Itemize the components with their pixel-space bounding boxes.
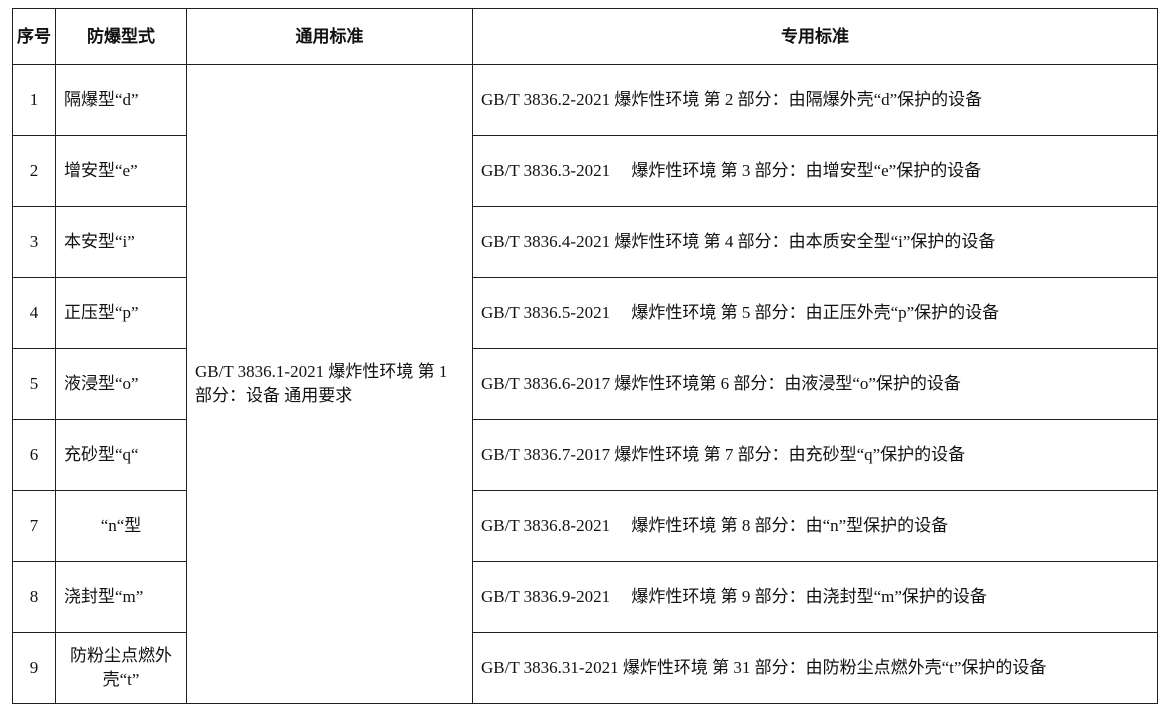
protection-type: “n“型 [55,490,187,562]
header-no: 序号 [12,8,56,65]
special-standard: GB/T 3836.5-2021 爆炸性环境 第 5 部分：由正压外壳“p”保护… [472,277,1158,349]
row-number: 9 [12,632,56,704]
table-row: 1 隔爆型“d” GB/T 3836.1-2021 爆炸性环境 第 1 部分：设备 … [12,64,1158,704]
special-standard: GB/T 3836.4-2021 爆炸性环境 第 4 部分：由本质安全型“i”保… [472,206,1158,278]
explosion-proof-standards-table: 序号 防爆型式 通用标准 专用标准 1 隔爆型“d” GB/T 3836.1-202… [12,8,1158,704]
special-standard: GB/T 3836.31-2021 爆炸性环境 第 31 部分：由防粉尘点燃外壳… [472,632,1158,704]
table-row: 9 防粉尘点燃外壳“t” GB/T 3836.31-2021 爆炸性环境 第 31 … [12,632,1158,704]
protection-type: 本安型“i” [55,206,187,278]
table-row: 2 增安型“e” GB/T 3836.3-2021 爆炸性环境 第 3 部分：由增安… [12,135,1158,207]
table-row: 3 本安型“i” GB/T 3836.4-2021 爆炸性环境 第 4 部分：由本质… [12,206,1158,278]
table-row: 4 正压型“p” GB/T 3836.5-2021 爆炸性环境 第 5 部分：由正压… [12,277,1158,349]
special-standard: GB/T 3836.2-2021 爆炸性环境 第 2 部分：由隔爆外壳“d”保护… [472,64,1158,136]
protection-type: 充砂型“q“ [55,419,187,491]
header-general-standard: 通用标准 [186,8,473,65]
header-row: 序号 防爆型式 通用标准 专用标准 [12,8,1158,65]
protection-type: 防粉尘点燃外壳“t” [55,632,187,704]
protection-type: 增安型“e” [55,135,187,207]
row-number: 4 [12,277,56,349]
special-standard: GB/T 3836.3-2021 爆炸性环境 第 3 部分：由增安型“e”保护的… [472,135,1158,207]
table-row: 7 “n“型 GB/T 3836.8-2021 爆炸性环境 第 8 部分：由“n”型… [12,490,1158,562]
table-row: 6 充砂型“q“ GB/T 3836.7-2017 爆炸性环境 第 7 部分：由充砂… [12,419,1158,491]
protection-type: 液浸型“o” [55,348,187,420]
row-number: 2 [12,135,56,207]
special-standard: GB/T 3836.7-2017 爆炸性环境 第 7 部分：由充砂型“q”保护的… [472,419,1158,491]
special-standard: GB/T 3836.8-2021 爆炸性环境 第 8 部分：由“n”型保护的设备 [472,490,1158,562]
header-special-standard: 专用标准 [472,8,1158,65]
row-number: 3 [12,206,56,278]
header-type: 防爆型式 [55,8,187,65]
table-row: 5 液浸型“o” GB/T 3836.6-2017 爆炸性环境第 6 部分：由液浸型… [12,348,1158,420]
protection-type: 正压型“p” [55,277,187,349]
row-number: 7 [12,490,56,562]
general-standard: GB/T 3836.1-2021 爆炸性环境 第 1 部分：设备 通用要求 [186,64,473,704]
row-number: 6 [12,419,56,491]
row-number: 8 [12,561,56,633]
row-number: 1 [12,64,56,136]
protection-type: 隔爆型“d” [55,64,187,136]
row-number: 5 [12,348,56,420]
special-standard: GB/T 3836.9-2021 爆炸性环境 第 9 部分：由浇封型“m”保护的… [472,561,1158,633]
protection-type: 浇封型“m” [55,561,187,633]
table-row: 8 浇封型“m” GB/T 3836.9-2021 爆炸性环境 第 9 部分：由浇封… [12,561,1158,633]
special-standard: GB/T 3836.6-2017 爆炸性环境第 6 部分：由液浸型“o”保护的设… [472,348,1158,420]
